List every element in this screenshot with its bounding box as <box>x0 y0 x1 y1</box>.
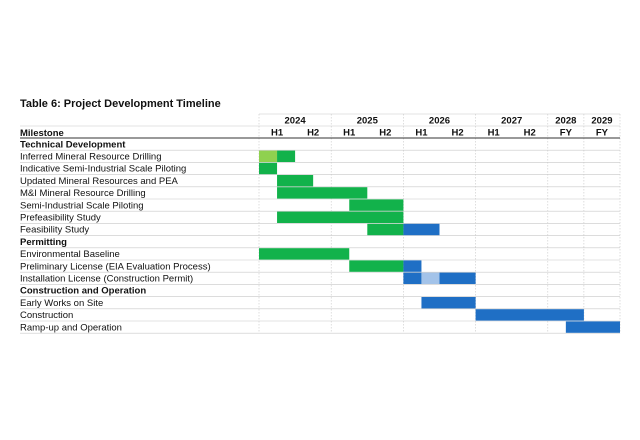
period-label: H2 <box>379 128 391 139</box>
task-bar <box>259 248 350 260</box>
task-bar <box>349 199 404 211</box>
task-label: Ramp-up and Operation <box>20 322 122 333</box>
section-title: Construction and Operation <box>20 286 146 297</box>
task-bar <box>259 150 278 162</box>
task-bar <box>439 272 476 284</box>
year-label: 2027 <box>501 116 522 127</box>
year-label: 2026 <box>429 116 450 127</box>
task-label: Preliminary License (EIA Evaluation Proc… <box>20 261 211 272</box>
chart-title: Table 6: Project Development Timeline <box>20 98 221 110</box>
task-bar <box>403 272 422 284</box>
task-label: M&I Mineral Resource Drilling <box>20 188 146 199</box>
period-label: H1 <box>343 128 356 139</box>
milestone-column-header: Milestone <box>20 128 64 139</box>
period-label: H2 <box>524 128 536 139</box>
task-bar <box>277 211 404 223</box>
period-label: H1 <box>415 128 428 139</box>
task-bar <box>421 297 476 309</box>
period-label: FY <box>560 128 573 139</box>
task-label: Feasibility Study <box>20 225 89 236</box>
year-label: 2024 <box>285 116 307 127</box>
task-label: Indicative Semi-Industrial Scale Pilotin… <box>20 164 186 175</box>
task-label: Environmental Baseline <box>20 249 120 260</box>
task-bar <box>403 260 422 272</box>
task-bar <box>277 187 368 199</box>
year-label: 2029 <box>591 116 612 127</box>
task-bar <box>367 223 404 236</box>
section-title: Permitting <box>20 237 67 248</box>
task-bar <box>475 309 584 321</box>
task-label: Construction <box>20 310 73 321</box>
task-label: Prefeasibility Study <box>20 213 101 224</box>
period-label: H1 <box>271 128 284 139</box>
year-label: 2025 <box>357 116 379 127</box>
task-bar <box>421 272 440 284</box>
period-label: H2 <box>451 128 463 139</box>
task-bar <box>349 260 404 272</box>
task-bar <box>403 223 440 236</box>
period-label: H1 <box>488 128 501 139</box>
task-label: Updated Mineral Resources and PEA <box>20 176 179 187</box>
task-label: Inferred Mineral Resource Drilling <box>20 152 162 163</box>
period-label: H2 <box>307 128 319 139</box>
task-label: Installation License (Construction Permi… <box>20 274 193 285</box>
task-bar <box>259 162 278 175</box>
task-bar <box>277 175 314 187</box>
task-label: Semi-Industrial Scale Piloting <box>20 200 144 211</box>
task-bar <box>277 150 296 162</box>
task-bar <box>565 321 620 333</box>
grid-layer <box>20 113 621 334</box>
bar-layer <box>259 150 620 333</box>
task-label: Early Works on Site <box>20 298 103 309</box>
year-label: 2028 <box>555 116 576 127</box>
section-title: Technical Development <box>20 139 126 150</box>
period-label: FY <box>596 128 609 139</box>
